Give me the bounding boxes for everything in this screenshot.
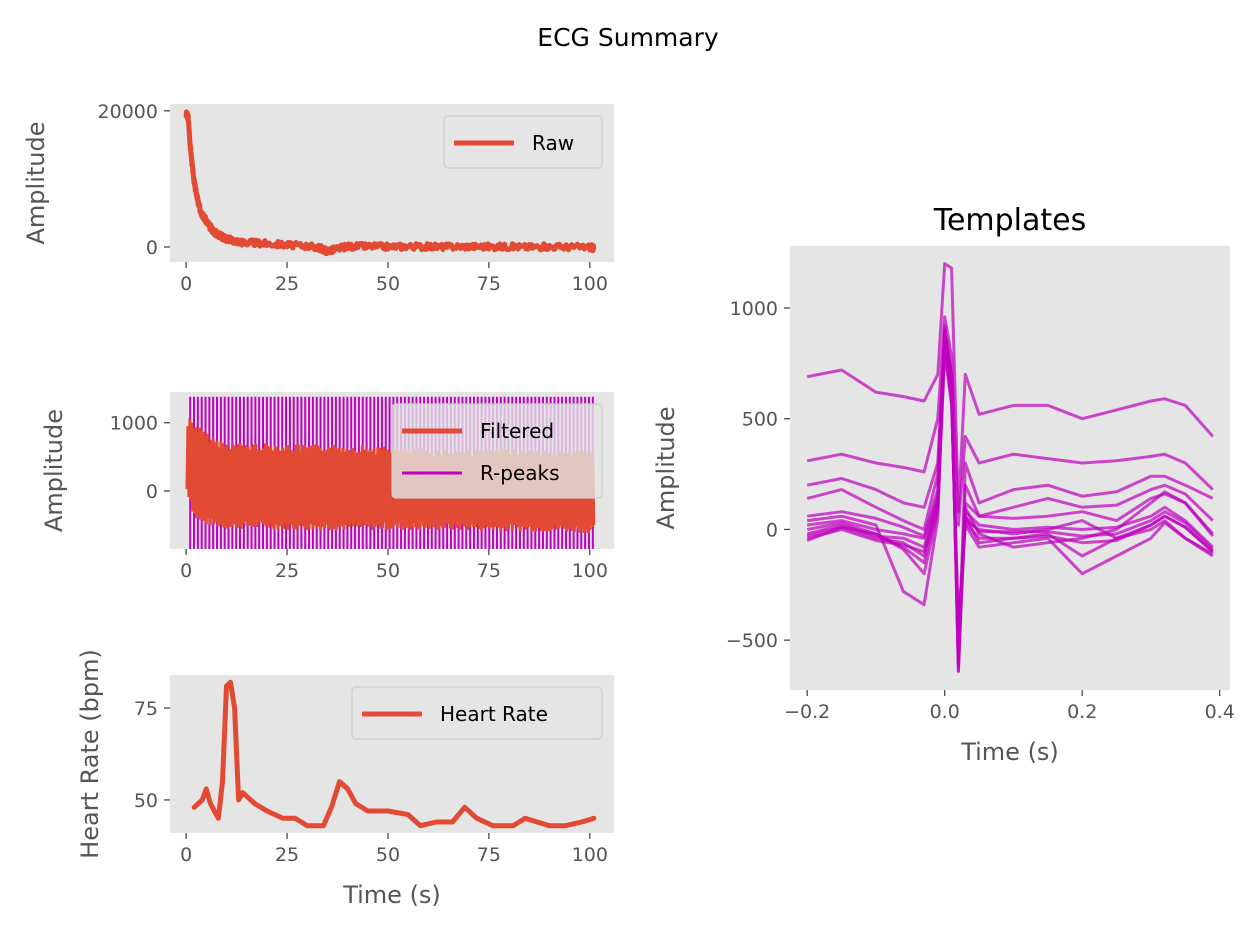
x-tick-label: 0 [180,844,192,866]
x-tick-label: 75 [477,560,501,582]
y-tick-label: 0 [146,481,158,503]
template-line [807,328,1214,664]
y-tick-label: −500 [726,630,778,652]
y-axis-label: Amplitude [22,122,50,245]
chart-title: Templates [933,203,1087,238]
y-axis-label: Heart Rate (bpm) [76,649,104,859]
x-tick-label: 0.0 [930,701,960,723]
y-tick-label: 1000 [730,298,778,320]
templates-panel: −0.2 0.0 0.2 0.4 −500 0 500 1000 Amplitude Time (… [652,203,1235,766]
legend-label: R-peaks [480,461,560,485]
plot-area [191,679,597,829]
x-tick-label: 25 [275,273,299,295]
template-line [806,333,1214,669]
heart_rate-series-line [191,679,597,829]
x-tick-label: 100 [572,844,608,866]
x-tick-label: 50 [376,273,400,295]
x-axis-label: Time (s) [960,738,1059,766]
raw-signal-panel: 0 25 50 75 100 0 20000 Amplitude Raw [22,101,614,295]
y-tick-label: 75 [134,698,158,720]
y-axis-label: Amplitude [652,407,680,530]
y-tick-label: 0 [146,237,158,259]
x-tick-label: 50 [376,560,400,582]
y-tick-label: 50 [134,790,158,812]
y-tick-label: 20000 [98,101,158,123]
legend-box [351,686,603,740]
x-tick-label: 75 [477,844,501,866]
heart-rate-panel: 0 25 50 75 100 50 75 Heart Rate (bpm) Time (s) He… [76,649,614,909]
y-tick-label: 500 [742,409,778,431]
x-tick-label: 50 [376,844,400,866]
template-line [806,350,1214,624]
x-tick-label: −0.2 [784,701,830,723]
x-tick-label: 100 [572,273,608,295]
raw-series-line [183,109,597,257]
x-tick-label: 75 [477,273,501,295]
template-line [806,262,1214,514]
legend-label: Raw [532,131,574,155]
x-tick-label: 0 [180,560,192,582]
template-line [806,315,1214,527]
legend-box [443,115,603,169]
x-tick-label: 0.2 [1067,701,1097,723]
x-tick-label: 25 [275,844,299,866]
x-axis-label: Time (s) [342,881,441,909]
legend-label: Heart Rate [440,702,548,726]
filtered-signal-line [185,418,596,534]
figure-suptitle: ECG Summary [537,23,719,52]
y-tick-label: 0 [766,519,778,541]
x-tick-label: 100 [572,560,608,582]
plot-area [806,262,1214,673]
plot-background [790,246,1230,690]
y-tick-label: 1000 [110,413,158,435]
x-tick-label: 0.4 [1205,701,1235,723]
template-line [806,328,1214,673]
x-tick-label: 0 [180,273,192,295]
x-tick-label: 25 [275,560,299,582]
plot-area [183,109,597,257]
y-axis-label: Amplitude [40,409,68,532]
legend-label: Filtered [480,419,554,443]
